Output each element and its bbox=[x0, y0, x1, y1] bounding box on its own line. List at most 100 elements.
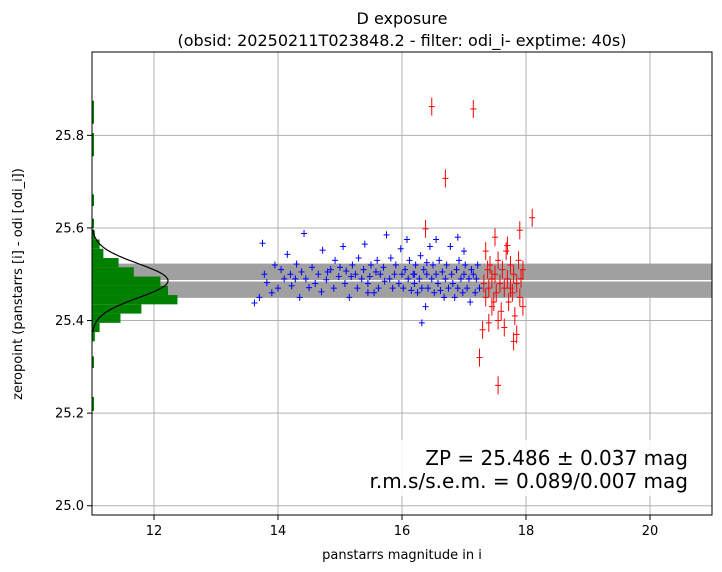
good-star-point bbox=[318, 288, 325, 296]
good-star-point bbox=[306, 284, 312, 292]
good-star-point bbox=[461, 247, 467, 255]
histogram-bar bbox=[92, 304, 142, 314]
good-star-point bbox=[268, 289, 275, 297]
good-star-point bbox=[397, 245, 404, 253]
good-star-point bbox=[447, 242, 454, 250]
good-star-point bbox=[470, 270, 477, 278]
histogram-bar bbox=[92, 332, 95, 342]
good-star-point bbox=[259, 239, 266, 247]
good-star-point bbox=[439, 268, 446, 276]
x-tick-label: 16 bbox=[394, 524, 411, 539]
x-tick-label: 12 bbox=[146, 524, 163, 539]
good-star-point bbox=[312, 280, 319, 287]
histogram-bar bbox=[92, 230, 95, 240]
good-star-point bbox=[327, 266, 334, 274]
good-star-point bbox=[375, 284, 382, 292]
good-star-point bbox=[416, 275, 423, 283]
good-star-point bbox=[462, 261, 469, 269]
good-star-point bbox=[448, 270, 455, 278]
x-tick-label: 18 bbox=[518, 524, 535, 539]
good-star-point bbox=[358, 275, 365, 283]
good-star-point bbox=[459, 289, 466, 297]
faint-star-point bbox=[488, 297, 495, 316]
good-star-point bbox=[403, 236, 410, 244]
histogram-bar bbox=[92, 396, 94, 411]
good-star-point bbox=[292, 275, 299, 283]
good-star-point bbox=[330, 284, 337, 292]
histogram-bar bbox=[92, 248, 104, 259]
good-star-point bbox=[405, 275, 412, 283]
good-star-point bbox=[337, 263, 343, 271]
good-star-point bbox=[476, 284, 483, 292]
faint-star-point bbox=[507, 279, 514, 298]
good-star-point bbox=[425, 284, 432, 292]
good-star-point bbox=[340, 242, 347, 250]
good-star-point bbox=[392, 261, 399, 269]
faint-star-point bbox=[513, 325, 520, 344]
faint-star-point bbox=[493, 283, 500, 302]
faint-star-point bbox=[516, 221, 523, 240]
good-star-point bbox=[453, 266, 460, 274]
good-star-point bbox=[389, 284, 396, 292]
faint-star-point bbox=[428, 97, 435, 116]
histogram-bar bbox=[92, 133, 94, 157]
good-star-point bbox=[377, 270, 384, 278]
histogram-bar bbox=[92, 356, 94, 368]
faint-star-point bbox=[476, 348, 483, 367]
good-star-point bbox=[395, 280, 402, 287]
good-star-point bbox=[391, 270, 398, 278]
good-star-point bbox=[399, 270, 405, 278]
good-star-point bbox=[417, 252, 424, 260]
faint-star-point bbox=[495, 251, 502, 270]
x-axis-label: panstarrs magnitude in i bbox=[322, 548, 482, 563]
histogram-bar bbox=[92, 267, 134, 277]
faint-star-point bbox=[479, 320, 486, 339]
good-star-point bbox=[341, 280, 348, 287]
good-star-point bbox=[441, 293, 448, 301]
good-star-point bbox=[449, 280, 456, 287]
faint-star-point bbox=[501, 279, 508, 298]
good-star-point bbox=[284, 250, 291, 258]
x-tick-label: 20 bbox=[642, 524, 659, 539]
good-star-point bbox=[364, 280, 371, 287]
stats-line1: ZP = 25.486 ± 0.037 mag bbox=[425, 446, 688, 470]
x-tick-label: 14 bbox=[270, 524, 287, 539]
faint-star-point bbox=[492, 228, 498, 247]
good-star-point bbox=[433, 236, 440, 244]
faint-star-point bbox=[504, 236, 511, 255]
good-star-point bbox=[309, 263, 316, 271]
histogram-bar bbox=[92, 218, 94, 228]
good-star-point bbox=[386, 275, 393, 283]
good-star-point bbox=[368, 261, 374, 269]
good-star-point bbox=[301, 229, 308, 237]
y-tick-label: 25.8 bbox=[55, 129, 84, 144]
histogram-bar bbox=[92, 276, 161, 286]
good-star-point bbox=[437, 286, 444, 294]
good-star-point bbox=[465, 275, 472, 283]
good-star-point bbox=[355, 254, 362, 262]
good-star-point bbox=[456, 256, 463, 264]
good-star-point bbox=[287, 270, 294, 278]
good-star-point bbox=[473, 275, 480, 283]
faint-star-point bbox=[529, 208, 536, 227]
histogram-bar bbox=[92, 313, 121, 323]
good-star-point bbox=[296, 293, 303, 301]
good-star-point bbox=[346, 293, 353, 301]
good-star-point bbox=[434, 280, 441, 287]
faint-star-point bbox=[515, 251, 522, 270]
good-star-point bbox=[406, 256, 413, 264]
y-axis: 25.0 25.2 25.4 25.6 25.8 bbox=[55, 129, 92, 514]
good-star-point bbox=[374, 256, 381, 264]
good-star-point bbox=[352, 270, 359, 278]
histogram-bar bbox=[92, 100, 94, 124]
good-stars-series bbox=[251, 229, 483, 327]
good-star-point bbox=[263, 279, 270, 287]
faint-star-point bbox=[485, 313, 492, 332]
faint-star-point bbox=[510, 265, 517, 284]
good-star-point bbox=[364, 289, 371, 297]
good-star-point bbox=[426, 242, 433, 250]
x-axis: 12 14 16 18 20 bbox=[146, 515, 659, 539]
faint-star-point bbox=[510, 332, 517, 351]
histogram-bar bbox=[92, 322, 100, 333]
